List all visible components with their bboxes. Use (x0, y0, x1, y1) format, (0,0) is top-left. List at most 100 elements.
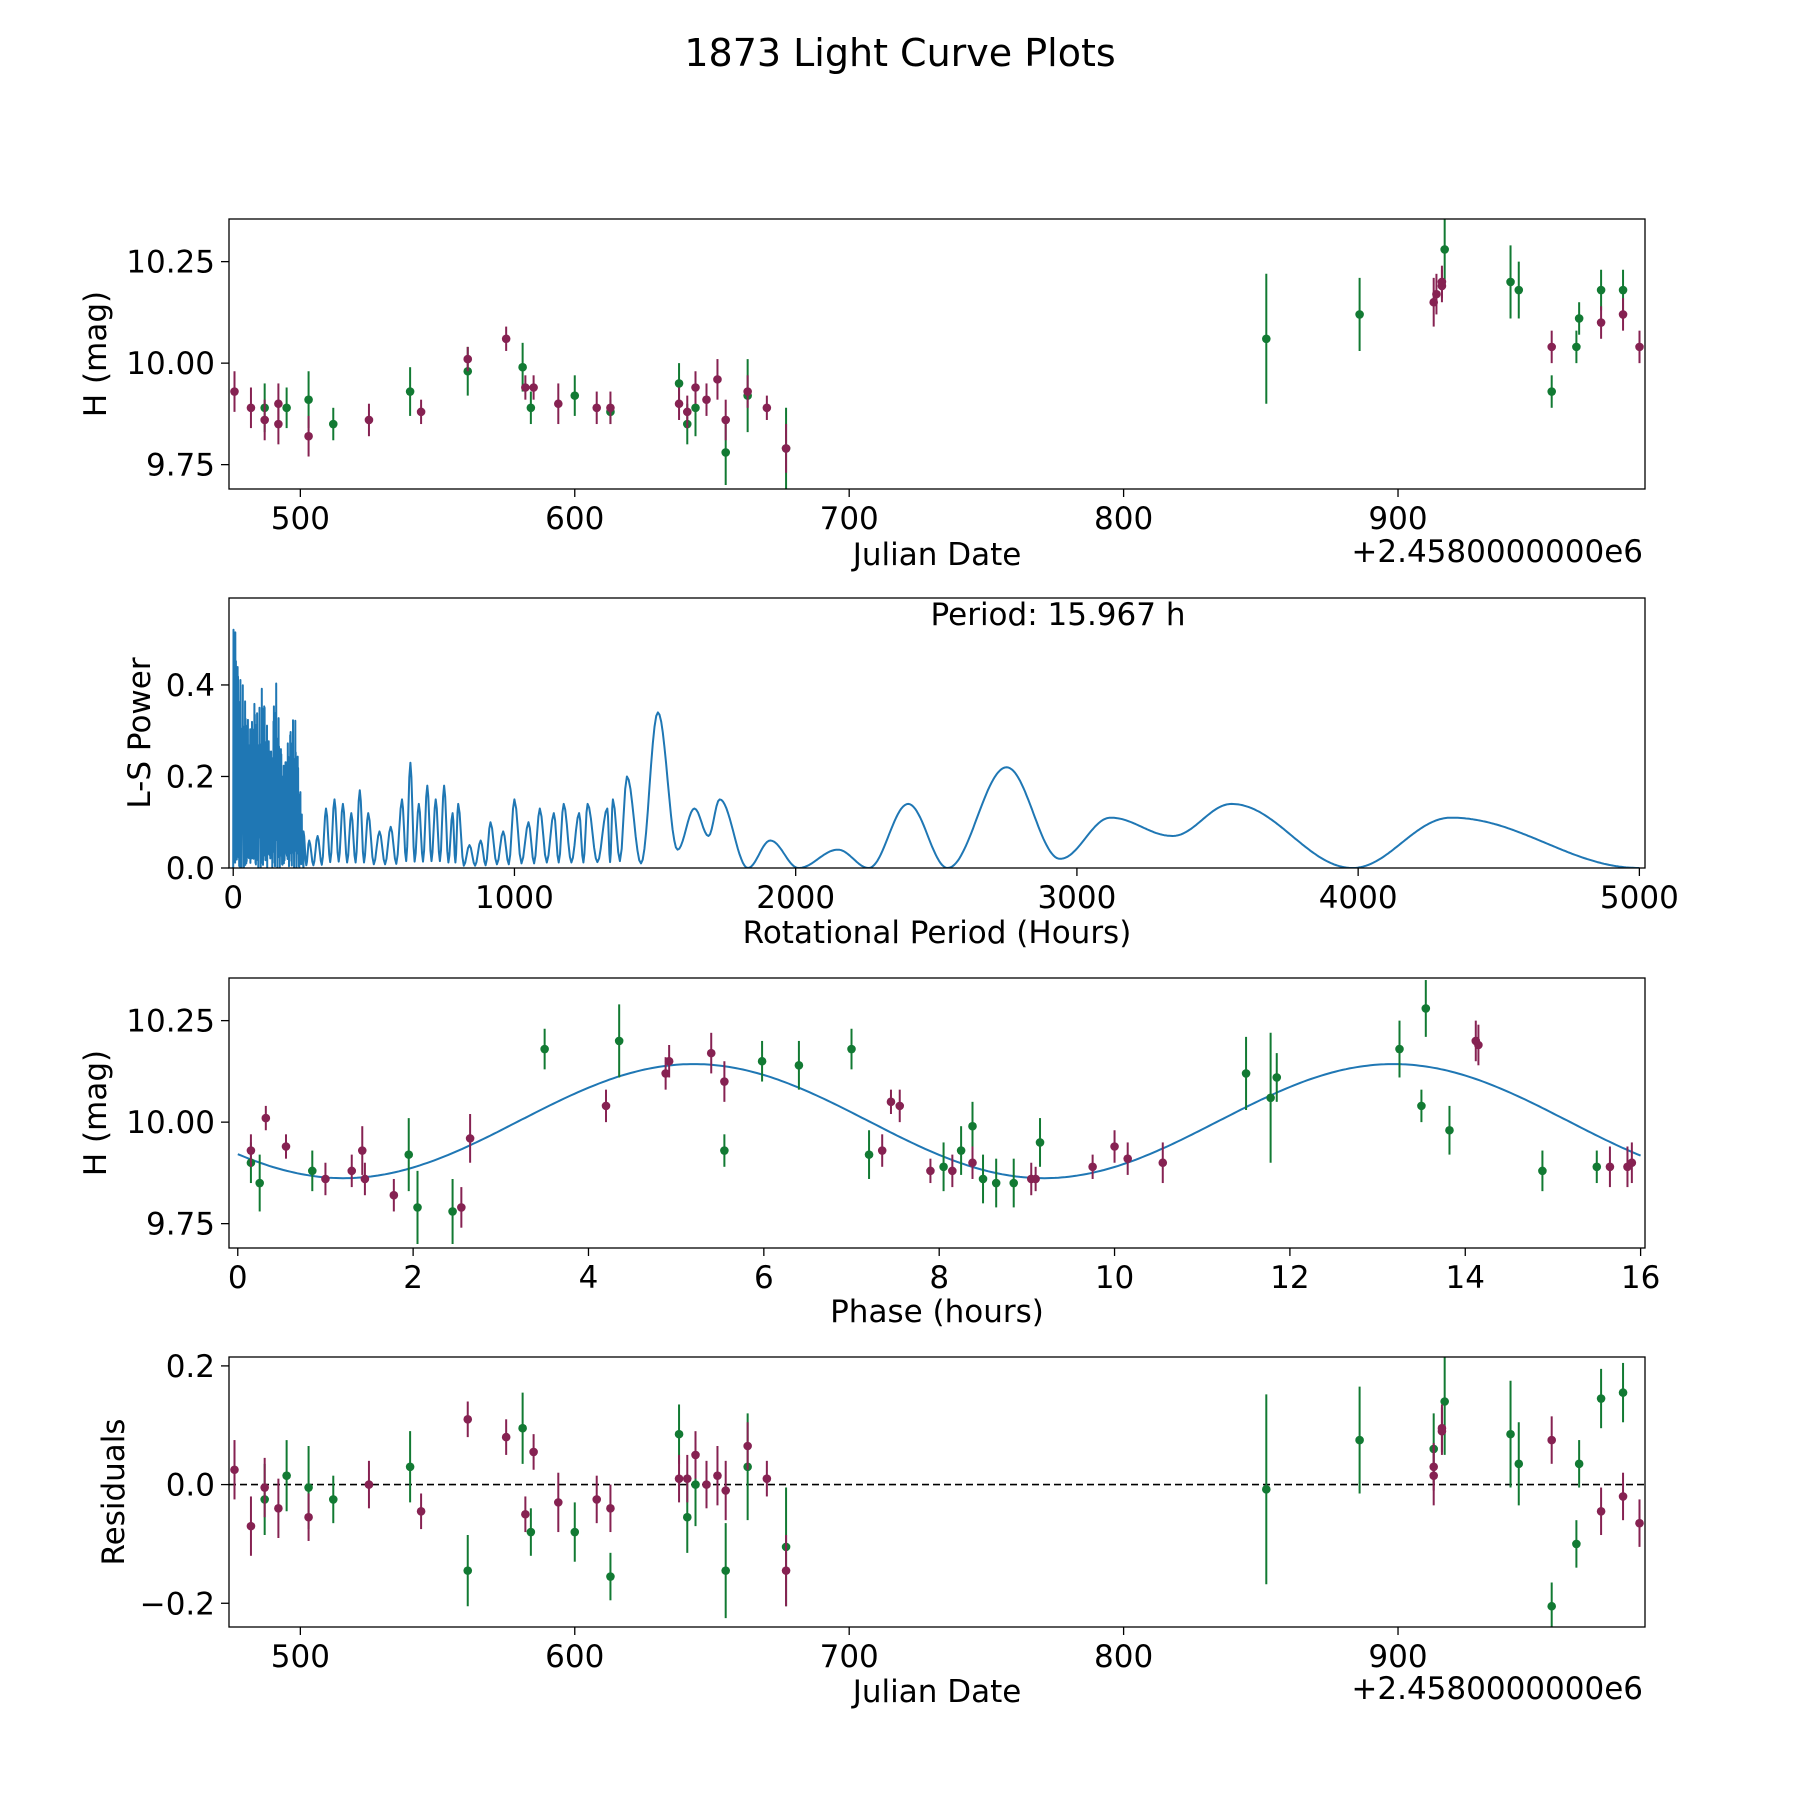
purple-data-point (606, 1484, 615, 1533)
point-marker (968, 1158, 977, 1168)
raw-x-axis-label: Julian Date (851, 537, 1022, 573)
phase-x-axis-label: Phase (hours) (830, 1294, 1044, 1330)
x-tick-label: 6 (754, 1260, 774, 1296)
purple-data-point (682, 1454, 692, 1503)
y-tick-label: 10.00 (126, 346, 215, 382)
point-marker (743, 1441, 752, 1451)
point-marker (1266, 1093, 1275, 1103)
green-data-point (1572, 330, 1581, 364)
purple-data-point (501, 326, 511, 351)
point-marker (864, 1150, 874, 1159)
x-tick-label: 3000 (1037, 880, 1116, 916)
purple-data-point (1618, 1472, 1628, 1521)
point-marker (674, 379, 684, 388)
point-marker (246, 1146, 256, 1155)
point-marker (304, 395, 313, 404)
green-data-point (540, 1028, 549, 1070)
point-marker (554, 1498, 563, 1507)
point-marker (1440, 1397, 1449, 1406)
point-marker (1432, 289, 1441, 299)
purple-data-point (260, 1457, 269, 1518)
residuals-series-group (229, 1357, 1645, 1627)
point-marker (1474, 1040, 1483, 1050)
point-marker (762, 1474, 772, 1483)
green-data-point (255, 1154, 264, 1212)
point-marker (321, 1174, 330, 1184)
point-marker (1272, 1073, 1282, 1082)
point-marker (592, 403, 602, 413)
point-marker (991, 1178, 1001, 1188)
point-marker (1417, 1101, 1426, 1111)
point-marker (304, 431, 313, 441)
x-tick-label: 12 (1270, 1260, 1309, 1296)
green-data-point (1574, 302, 1584, 335)
purple-data-point (601, 1089, 611, 1123)
point-marker (1437, 277, 1447, 287)
point-marker (274, 419, 283, 429)
purple-data-point (321, 1162, 330, 1196)
green-data-point (991, 1158, 1001, 1208)
green-data-point (1514, 1422, 1524, 1506)
purple-data-point (1547, 330, 1556, 364)
point-marker (682, 407, 692, 417)
phase-y-axis-label: H (mag) (78, 1050, 114, 1176)
green-data-point (405, 1431, 415, 1503)
point-marker (978, 1174, 988, 1184)
point-marker (1241, 1069, 1251, 1078)
y-tick-label: 10.00 (126, 1105, 215, 1141)
point-marker (968, 1121, 977, 1131)
purple-data-point (1618, 298, 1628, 331)
green-data-point (1547, 375, 1556, 408)
point-marker (463, 366, 473, 376)
point-marker (794, 1060, 804, 1070)
purple-data-point (416, 399, 426, 425)
periodogram-y-axis-label: L-S Power (122, 657, 158, 808)
x-tick-label: 500 (271, 501, 330, 537)
point-marker (1618, 1388, 1628, 1397)
y-tick-label: 10.25 (126, 1004, 215, 1040)
raw-data-marks (230, 219, 1644, 489)
point-marker (721, 415, 730, 425)
point-marker (463, 1566, 473, 1575)
point-marker (721, 448, 730, 457)
x-tick-label: 16 (1621, 1260, 1660, 1296)
purple-data-point (664, 1044, 674, 1078)
point-marker (529, 1447, 538, 1457)
period-annotation: Period: 15.967 h (931, 597, 1186, 633)
green-data-point (570, 375, 580, 416)
green-data-point (1506, 245, 1515, 319)
point-marker (1538, 1166, 1547, 1176)
raw-light-curve-panel: 500 600 700 800 900 9.75 10.00 10.25 Julian Dat… (78, 218, 1646, 573)
raw-ticks: 500 600 700 800 900 9.75 10.00 10.25 (126, 245, 1427, 537)
green-data-point (1547, 1582, 1556, 1627)
residuals-x-axis-label: Julian Date (851, 1674, 1022, 1710)
purple-data-point (529, 375, 538, 400)
y-tick-label: 10.25 (126, 245, 215, 281)
purple-data-point (1437, 265, 1447, 299)
point-marker (895, 1101, 905, 1111)
residuals-panel: 500 600 700 800 900 −0.2 0.0 0.2 Julian Date +2… (96, 1349, 1646, 1710)
green-data-point (1440, 1357, 1449, 1455)
purple-data-point (230, 1440, 239, 1500)
purple-data-point (606, 391, 615, 425)
point-marker (405, 387, 415, 396)
point-marker (1635, 1518, 1644, 1528)
point-marker (1547, 342, 1556, 352)
point-marker (1572, 1539, 1581, 1549)
x-tick-label: 800 (1094, 1639, 1153, 1675)
green-data-point (405, 367, 415, 416)
green-data-point (1618, 1362, 1628, 1423)
purple-data-point (246, 1496, 256, 1556)
x-tick-label: 8 (929, 1260, 949, 1296)
purple-data-point (1635, 330, 1644, 364)
purple-data-point (877, 1134, 887, 1167)
purple-data-point (465, 1114, 475, 1163)
purple-data-point (1158, 1142, 1168, 1184)
point-marker (1627, 1158, 1637, 1168)
purple-data-point (357, 1126, 367, 1175)
point-marker (328, 1495, 338, 1504)
point-marker (1421, 1004, 1431, 1013)
green-data-point (1355, 1386, 1364, 1494)
purple-data-point (230, 371, 239, 412)
